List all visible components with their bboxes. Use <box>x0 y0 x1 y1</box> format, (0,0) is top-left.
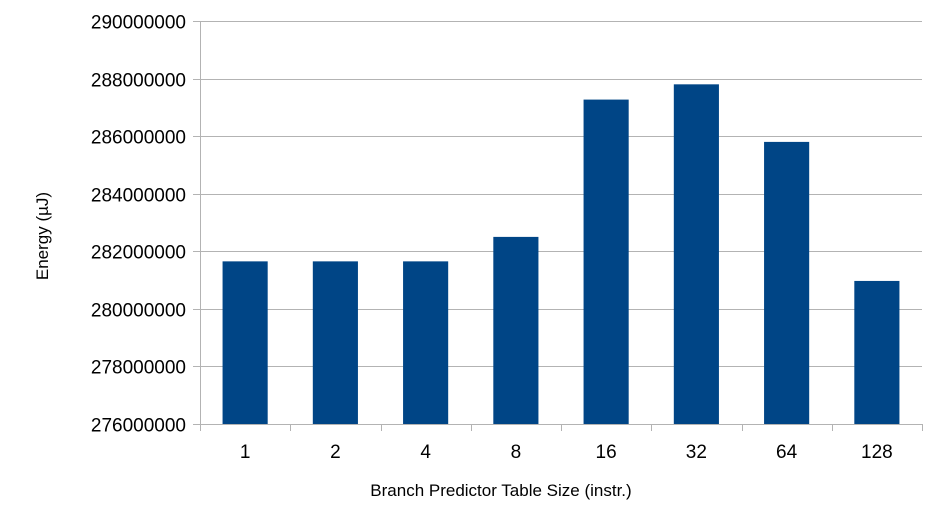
y-axis-title: Energy (µJ) <box>33 192 52 280</box>
bar-16 <box>583 99 629 425</box>
x-axis-title: Branch Predictor Table Size (instr.) <box>370 481 631 500</box>
bar-64 <box>764 141 810 424</box>
x-tick-label-8: 8 <box>511 442 522 463</box>
y-tick-label-0: 276000000 <box>91 416 186 437</box>
bar-1 <box>222 261 268 424</box>
x-tick-label-128: 128 <box>861 442 893 463</box>
x-tick-label-4: 4 <box>420 442 431 463</box>
y-tick-label-6: 288000000 <box>91 71 186 92</box>
x-tick-label-2: 2 <box>330 442 341 463</box>
bar-4 <box>403 261 449 424</box>
y-tick-label-4: 284000000 <box>91 186 186 207</box>
x-tick-labels: 1 2 4 8 16 32 64 128 <box>240 442 893 463</box>
y-tick-label-5: 286000000 <box>91 128 186 149</box>
x-tick-label-64: 64 <box>776 442 798 463</box>
bar-32 <box>673 84 719 424</box>
bars <box>222 84 900 425</box>
y-tick-label-2: 280000000 <box>91 301 186 322</box>
y-tick-labels: 276000000 278000000 280000000 282000000 2840… <box>91 13 186 437</box>
x-tick-label-1: 1 <box>240 442 251 463</box>
axes <box>200 21 923 431</box>
x-tick-label-16: 16 <box>596 442 617 463</box>
y-tick-label-7: 290000000 <box>91 13 186 34</box>
y-tick-label-1: 278000000 <box>91 358 186 379</box>
bar-8 <box>493 236 539 424</box>
y-tick-label-3: 282000000 <box>91 243 186 264</box>
bar-2 <box>312 261 358 424</box>
x-tick-label-32: 32 <box>686 442 707 463</box>
grid-lines <box>193 21 922 425</box>
bar-128 <box>854 280 900 424</box>
